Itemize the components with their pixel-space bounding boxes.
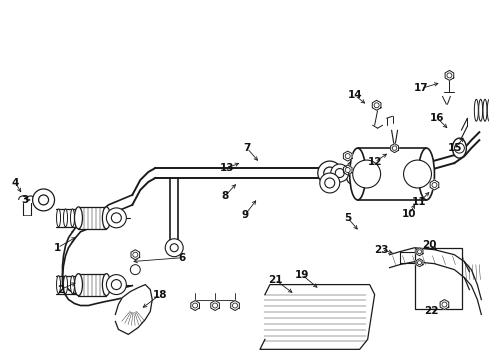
Text: 20: 20 — [422, 240, 437, 250]
Polygon shape — [440, 300, 449, 310]
Ellipse shape — [74, 207, 82, 229]
Polygon shape — [430, 180, 439, 190]
Text: 8: 8 — [221, 191, 229, 201]
Circle shape — [331, 164, 349, 182]
Bar — [415, 248, 463, 310]
Ellipse shape — [71, 209, 74, 227]
Text: 6: 6 — [178, 253, 186, 263]
Text: 7: 7 — [244, 143, 251, 153]
Text: 11: 11 — [412, 197, 427, 207]
Circle shape — [106, 208, 126, 228]
Circle shape — [345, 154, 350, 159]
Ellipse shape — [64, 209, 68, 227]
Bar — [78, 274, 106, 296]
Bar — [358, 148, 426, 200]
Ellipse shape — [71, 276, 74, 293]
Circle shape — [233, 303, 238, 308]
Ellipse shape — [102, 274, 110, 296]
Ellipse shape — [56, 276, 61, 293]
Text: 5: 5 — [344, 213, 351, 223]
Ellipse shape — [418, 148, 435, 200]
Text: 16: 16 — [430, 113, 445, 123]
Circle shape — [318, 161, 342, 185]
Polygon shape — [416, 248, 423, 256]
Circle shape — [193, 303, 197, 308]
Circle shape — [447, 73, 452, 78]
Text: 10: 10 — [402, 209, 417, 219]
Text: 21: 21 — [268, 275, 282, 285]
Polygon shape — [231, 301, 239, 310]
Circle shape — [320, 173, 340, 193]
Polygon shape — [115, 285, 152, 334]
Circle shape — [353, 160, 381, 188]
Ellipse shape — [74, 274, 82, 296]
Text: 15: 15 — [448, 143, 463, 153]
Circle shape — [133, 252, 138, 257]
Ellipse shape — [350, 148, 366, 200]
Circle shape — [392, 146, 397, 150]
Circle shape — [432, 183, 437, 188]
Ellipse shape — [64, 276, 68, 293]
Circle shape — [335, 168, 344, 177]
Polygon shape — [191, 301, 199, 310]
Text: 14: 14 — [347, 90, 362, 100]
Ellipse shape — [483, 99, 487, 121]
Text: 22: 22 — [424, 306, 439, 316]
Ellipse shape — [346, 162, 358, 184]
Circle shape — [417, 261, 421, 265]
Circle shape — [454, 143, 465, 153]
Circle shape — [324, 167, 336, 179]
Text: 9: 9 — [242, 210, 248, 220]
Text: 2: 2 — [57, 284, 64, 294]
Ellipse shape — [102, 207, 110, 229]
Ellipse shape — [479, 99, 483, 121]
Circle shape — [374, 103, 379, 108]
Polygon shape — [131, 250, 140, 260]
Circle shape — [325, 178, 335, 188]
Ellipse shape — [488, 99, 490, 121]
Text: 4: 4 — [12, 178, 19, 188]
Polygon shape — [372, 100, 381, 110]
Text: 18: 18 — [153, 289, 168, 300]
Polygon shape — [260, 285, 375, 349]
Ellipse shape — [56, 209, 61, 227]
Text: 3: 3 — [21, 195, 28, 205]
Circle shape — [442, 302, 447, 307]
Text: 17: 17 — [414, 84, 429, 93]
Text: 1: 1 — [54, 243, 61, 253]
Polygon shape — [211, 301, 220, 310]
Text: 12: 12 — [368, 157, 382, 167]
Circle shape — [106, 275, 126, 294]
Polygon shape — [445, 71, 454, 80]
Ellipse shape — [452, 138, 466, 158]
Ellipse shape — [474, 99, 478, 121]
Circle shape — [39, 195, 49, 205]
Circle shape — [33, 189, 54, 211]
Circle shape — [111, 213, 122, 223]
Circle shape — [170, 244, 178, 252]
Circle shape — [111, 280, 122, 289]
Text: 23: 23 — [374, 245, 389, 255]
Circle shape — [213, 303, 218, 308]
Polygon shape — [391, 144, 398, 153]
Polygon shape — [416, 259, 423, 267]
Text: 19: 19 — [294, 270, 309, 280]
Circle shape — [404, 160, 432, 188]
Polygon shape — [343, 165, 352, 175]
Bar — [78, 207, 106, 229]
Polygon shape — [343, 151, 352, 161]
Circle shape — [165, 239, 183, 257]
Circle shape — [417, 250, 421, 254]
Circle shape — [345, 167, 350, 172]
Text: 13: 13 — [220, 163, 234, 173]
Circle shape — [130, 265, 140, 275]
